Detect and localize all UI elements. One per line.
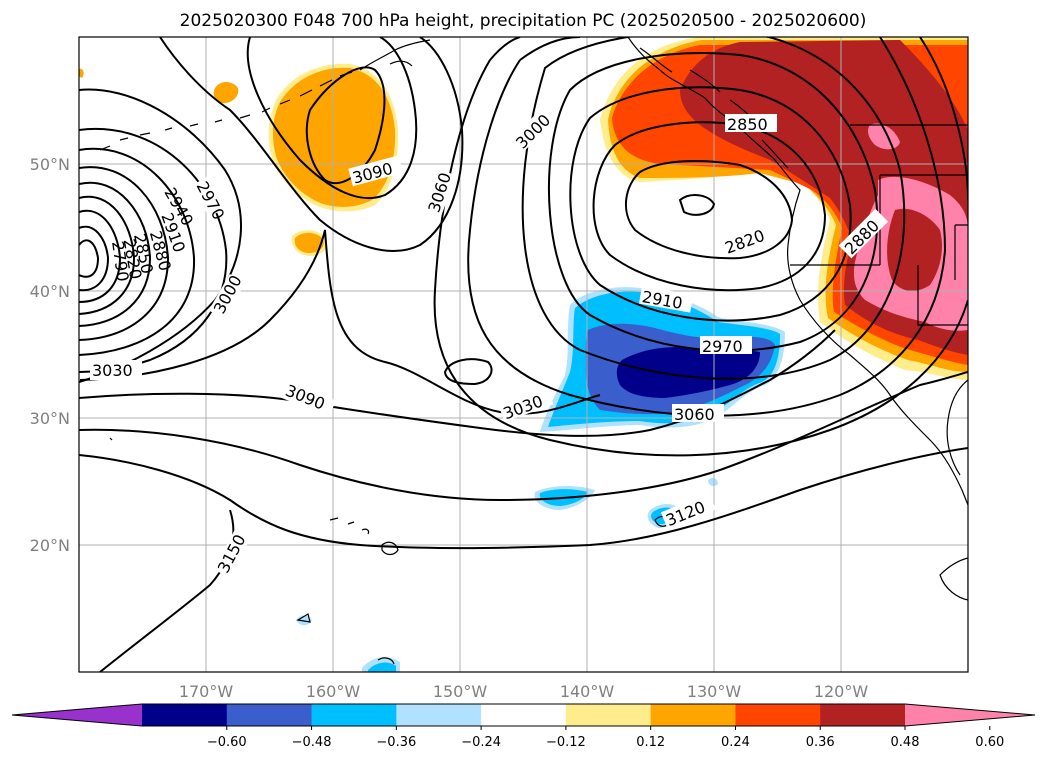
map-area: 2970 2940 2910 2880 2850 2820 2790 3000 …: [79, 37, 968, 672]
map-frame: [78, 36, 969, 673]
latitude-labels: 50°N 40°N 30°N 20°N: [30, 155, 70, 555]
lat-label: 50°N: [30, 155, 70, 174]
colorbar-segment: [565, 704, 652, 726]
colorbar: −0.60 −0.48 −0.36 −0.24 −0.12 0.12 0.24 0.36 0.4…: [11, 703, 1036, 750]
colorbar-extend-low: [12, 704, 142, 726]
lon-label: 140°W: [560, 682, 615, 701]
colorbar-segment: [735, 704, 821, 726]
contour-label: 2970: [702, 337, 743, 356]
colorbar-segment: [226, 704, 313, 726]
lon-label: 120°W: [814, 682, 869, 701]
colorbar-tick-label: 0.60: [975, 735, 1004, 750]
colorbar-tick-label: 0.36: [806, 735, 835, 750]
lat-label: 40°N: [30, 282, 70, 301]
colorbar-segment: [311, 704, 397, 726]
colorbar-segment: [481, 704, 567, 726]
contour-label: 3030: [92, 361, 133, 380]
colorbar-extend-high: [905, 704, 1035, 726]
chart-title: 2025020300 F048 700 hPa height, precipit…: [180, 11, 867, 31]
colorbar-tick-label: 0.48: [891, 735, 920, 750]
colorbar-tick-label: −0.60: [207, 735, 247, 750]
longitude-labels: 170°W 160°W 150°W 140°W 130°W 120°W: [179, 682, 869, 701]
colorbar-outline: [11, 703, 1036, 727]
lat-label: 20°N: [30, 536, 70, 555]
lon-label: 130°W: [687, 682, 742, 701]
lon-label: 170°W: [179, 682, 234, 701]
colorbar-segment: [396, 704, 482, 726]
colorbar-segment: [820, 704, 906, 726]
colorbar-tick-label: −0.24: [461, 735, 501, 750]
lat-label: 30°N: [30, 409, 70, 428]
graticule: [79, 37, 968, 672]
colorbar-tick-label: 0.12: [636, 735, 665, 750]
contour-label: 3060: [674, 405, 715, 424]
height-contours: [79, 37, 968, 672]
colorbar-segment: [142, 704, 228, 726]
colorbar-tick-label: −0.36: [376, 735, 416, 750]
precip-negative-shading: [296, 287, 785, 672]
colorbar-tick-label: −0.48: [292, 735, 332, 750]
lon-label: 160°W: [306, 682, 361, 701]
colorbar-segment: [650, 704, 736, 726]
colorbar-tick-label: 0.24: [721, 735, 750, 750]
lon-label: 150°W: [433, 682, 488, 701]
colorbar-tick-label: −0.12: [546, 735, 586, 750]
contour-label: 2850: [727, 115, 768, 134]
